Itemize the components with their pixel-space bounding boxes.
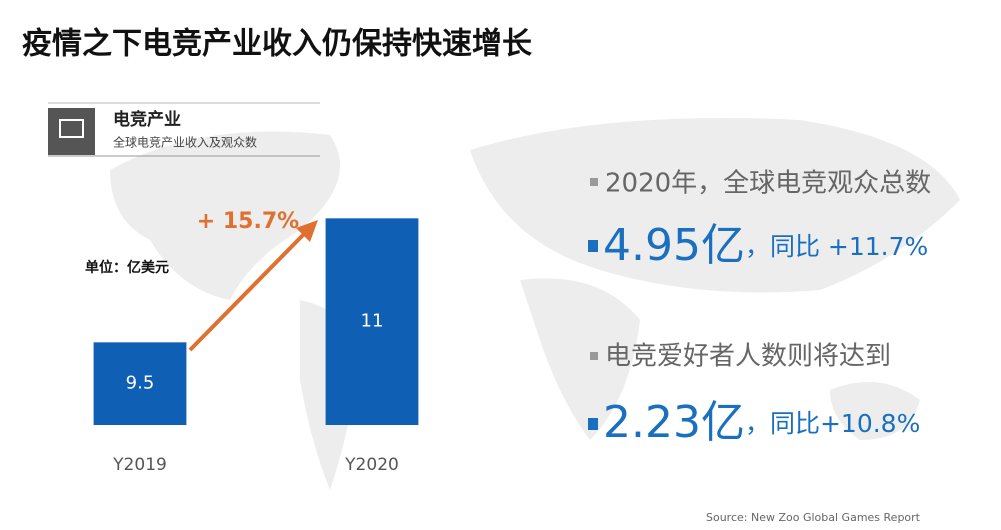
stat-line: 2.23亿，同比+10.8%: [603, 397, 920, 448]
panel-icon-glyph: [59, 119, 84, 138]
stat-figure: 4.95亿: [603, 220, 745, 271]
stat-caption: 电竞爱好者人数则将达到: [605, 342, 891, 372]
panel-icon: [48, 108, 95, 155]
bullet: [590, 352, 598, 360]
slide-title: 疫情之下电竞产业收入仍保持快速增长: [22, 27, 532, 62]
x-tick-label: Y2019: [112, 455, 167, 475]
panel-subheading: 全球电竞产业收入及观众数: [113, 135, 257, 150]
growth-arrow: [188, 230, 308, 352]
growth-annotation: + 15.7%: [197, 209, 299, 234]
stat-change: ，同比 +11.7%: [745, 232, 928, 261]
panel-heading: 电竞产业: [113, 109, 181, 130]
value-label: 11: [361, 311, 384, 332]
bullet: [590, 178, 598, 186]
stat-line: 4.95亿，同比 +11.7%: [603, 220, 928, 271]
bar: [93, 342, 187, 425]
stat-figure: 2.23亿: [603, 397, 745, 448]
bullet: [588, 240, 598, 252]
stat-change: ，同比+10.8%: [745, 409, 920, 438]
source: Source: New Zoo Global Games Report: [706, 511, 921, 524]
x-tick-label: Y2020: [344, 455, 399, 475]
stat-caption: 2020年，全球电竞观众总数: [605, 169, 931, 199]
bar: [325, 218, 419, 425]
bullet: [588, 418, 598, 430]
growth-arrow-head: [296, 220, 318, 242]
value-label: 9.5: [126, 373, 155, 394]
unit-label: 单位：亿美元: [85, 259, 169, 276]
